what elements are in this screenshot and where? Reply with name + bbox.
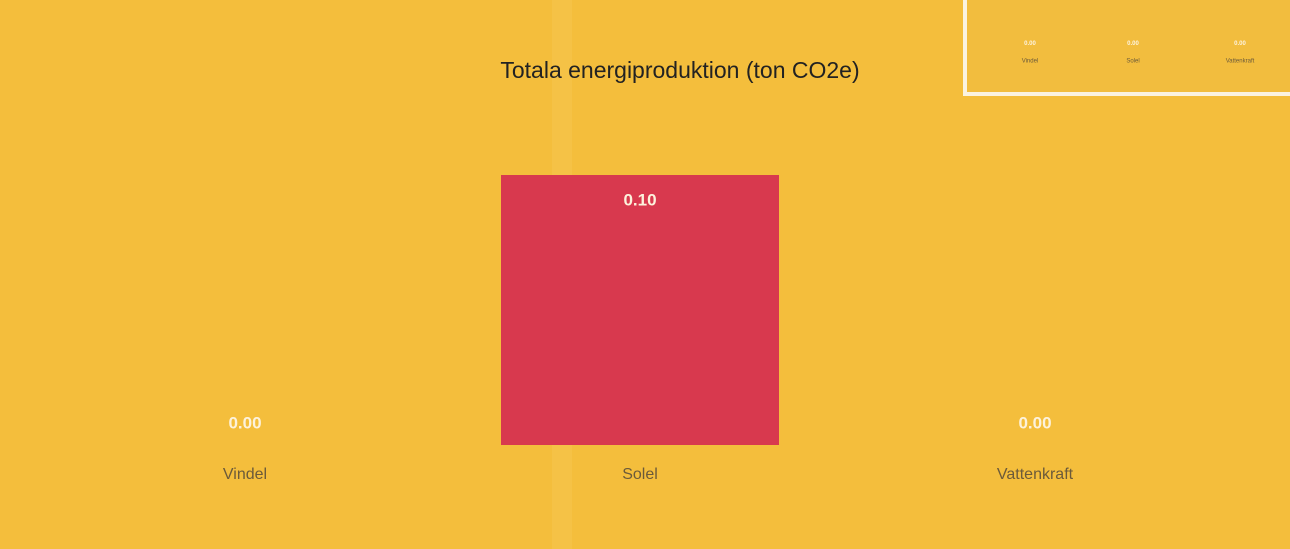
- x-tick-label: Vattenkraft: [997, 466, 1074, 483]
- inset-panel: [963, 0, 1290, 96]
- x-tick-label: Vattenkraft: [1226, 59, 1255, 65]
- value-label: 0.00: [228, 414, 261, 433]
- value-label: 0.00: [1234, 41, 1246, 47]
- bar: [501, 175, 779, 445]
- value-label: 0.10: [623, 190, 656, 209]
- value-label: 0.00: [1024, 41, 1036, 47]
- value-label: 0.00: [1018, 414, 1051, 433]
- x-tick-label: Solel: [622, 466, 658, 483]
- chart-title: Totala energiproduktion (ton CO2e): [500, 57, 859, 83]
- x-tick-label: Solel: [1126, 59, 1139, 65]
- x-tick-label: Vindel: [223, 466, 267, 483]
- x-tick-label: Vindel: [1022, 59, 1039, 65]
- value-label: 0.00: [1127, 41, 1139, 47]
